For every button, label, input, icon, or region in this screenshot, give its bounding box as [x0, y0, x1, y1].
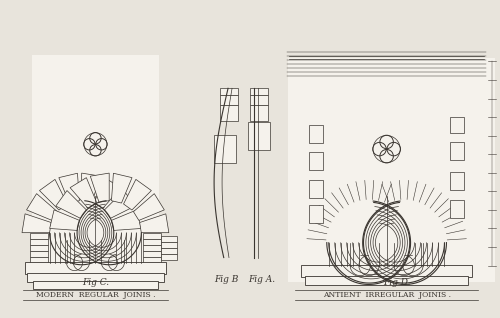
Polygon shape	[112, 210, 141, 231]
Polygon shape	[140, 214, 169, 233]
Bar	[220, 95, 238, 105]
Polygon shape	[104, 190, 135, 218]
Bar	[450, 142, 464, 160]
Bar	[450, 117, 464, 133]
Bar	[250, 105, 268, 121]
Polygon shape	[82, 173, 100, 202]
Bar	[32, 55, 160, 275]
Bar	[144, 245, 161, 251]
Polygon shape	[26, 194, 58, 220]
Bar	[30, 239, 48, 245]
Bar	[30, 233, 48, 238]
Bar	[144, 239, 161, 245]
Bar	[220, 105, 238, 121]
Polygon shape	[134, 194, 164, 220]
Bar	[161, 248, 177, 253]
Bar	[161, 254, 177, 259]
Bar	[309, 180, 323, 198]
Polygon shape	[56, 190, 86, 218]
Polygon shape	[112, 173, 132, 203]
Bar	[248, 122, 270, 150]
Text: Fig D.: Fig D.	[383, 278, 410, 287]
Bar	[30, 245, 48, 251]
Bar	[309, 205, 323, 223]
Text: MODERN  REGULAR  JOINIS .: MODERN REGULAR JOINIS .	[36, 291, 155, 300]
Polygon shape	[22, 214, 51, 233]
Bar	[250, 88, 268, 95]
Polygon shape	[70, 178, 97, 209]
Polygon shape	[40, 179, 68, 210]
Text: Fig B: Fig B	[214, 275, 238, 284]
Bar	[30, 251, 48, 257]
Bar	[309, 152, 323, 170]
Bar	[301, 265, 472, 278]
Polygon shape	[50, 210, 80, 231]
Bar	[144, 257, 161, 263]
Bar	[288, 59, 496, 282]
Bar	[220, 88, 238, 95]
Bar	[161, 242, 177, 248]
Bar	[450, 172, 464, 190]
Bar	[305, 276, 468, 286]
Bar	[32, 281, 158, 289]
Polygon shape	[124, 179, 152, 210]
Bar	[26, 273, 164, 282]
Bar	[161, 237, 177, 242]
Bar	[450, 200, 464, 218]
Polygon shape	[90, 173, 109, 202]
Bar	[24, 261, 166, 274]
Bar	[144, 233, 161, 238]
Bar	[214, 135, 236, 163]
Bar	[250, 95, 268, 105]
Bar	[309, 125, 323, 143]
Text: Fig A.: Fig A.	[248, 275, 276, 284]
Polygon shape	[59, 173, 80, 203]
Bar	[30, 257, 48, 263]
Text: Fig C.: Fig C.	[82, 278, 109, 287]
Polygon shape	[94, 178, 121, 209]
Text: ANTIENT  IRREGULAR  JOINIS .: ANTIENT IRREGULAR JOINIS .	[322, 291, 450, 300]
Bar	[144, 251, 161, 257]
